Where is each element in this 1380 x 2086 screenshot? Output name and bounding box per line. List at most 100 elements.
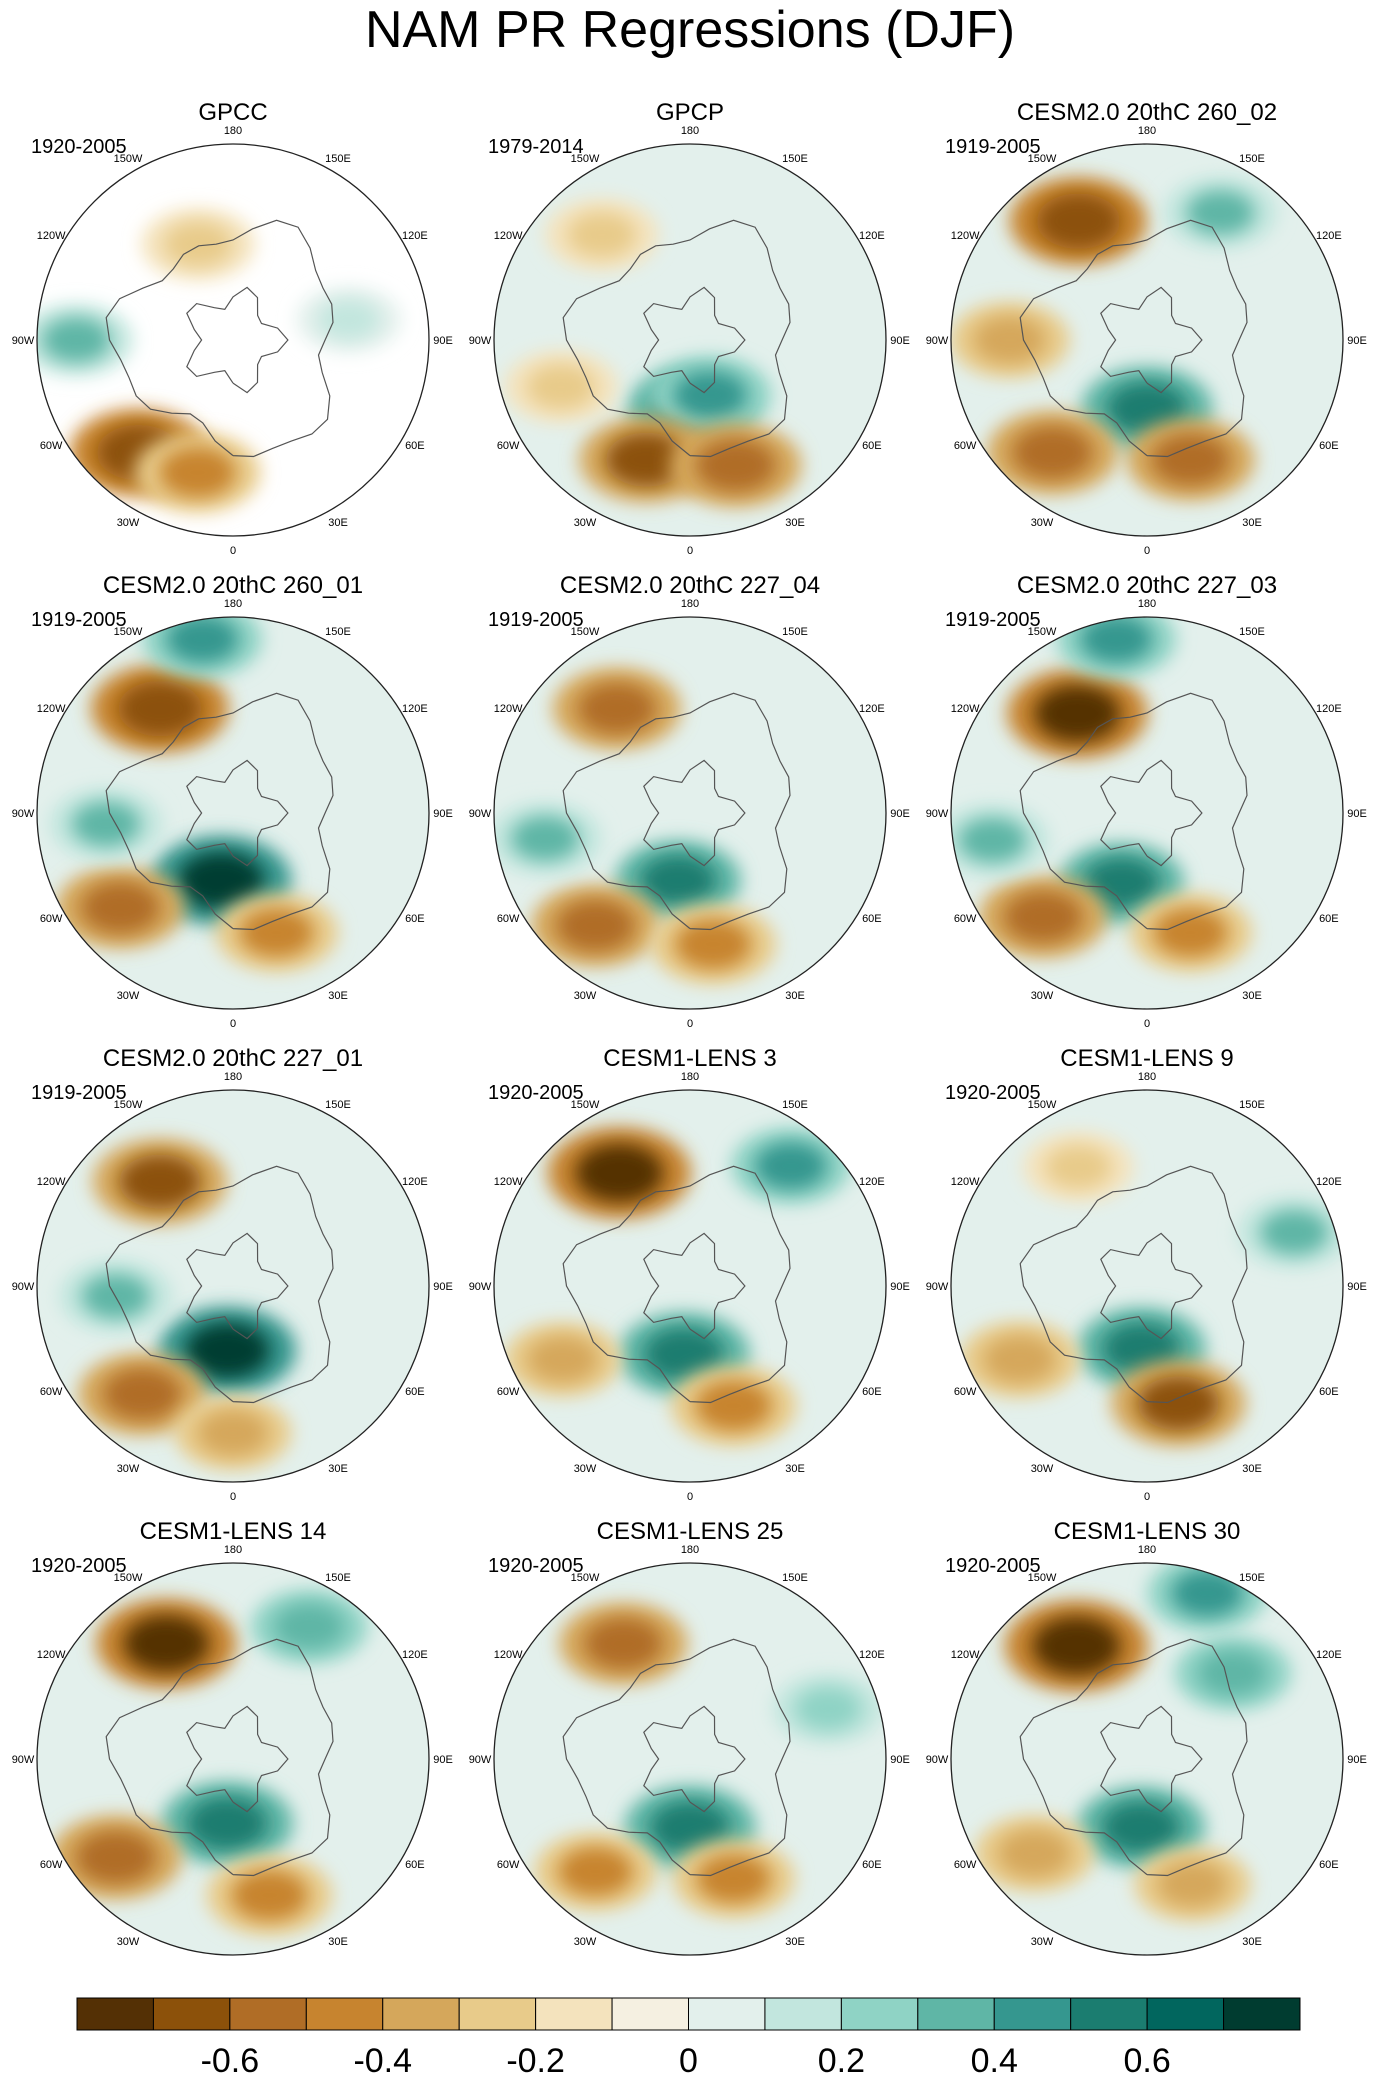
longitude-label: 0	[230, 1018, 236, 1030]
anomaly-blob-core	[695, 438, 776, 492]
longitude-label: 180	[681, 1544, 699, 1556]
anomaly-blob-core	[1032, 1616, 1121, 1676]
longitude-label: 180	[681, 598, 699, 610]
longitude-label: 90E	[890, 1281, 910, 1293]
longitude-label: 60E	[1319, 913, 1339, 925]
longitude-label: 90W	[926, 1281, 949, 1293]
coastline-path	[105, 692, 334, 931]
longitude-label: 150E	[782, 1572, 808, 1584]
longitude-label: 60W	[40, 913, 63, 925]
longitude-label: 150W	[1028, 153, 1057, 165]
anomaly-blob-core	[118, 1154, 201, 1209]
map-border	[950, 143, 1344, 537]
colorbar-tick-label: 0	[679, 2042, 698, 2080]
longitude-label: 120E	[859, 703, 885, 715]
longitude-label: 0	[687, 1018, 693, 1030]
longitude-label: 60E	[405, 1386, 425, 1398]
arctic-islands-path	[186, 1705, 289, 1813]
anomaly-blob-core	[577, 682, 656, 735]
anomaly-blob-core	[164, 222, 233, 267]
anomaly-blob-core	[1045, 1145, 1112, 1189]
arctic-islands-path	[643, 759, 746, 867]
map-border	[950, 1089, 1344, 1483]
anomaly-blob-core	[644, 1327, 725, 1381]
longitude-label: 30W	[117, 517, 140, 529]
map-panel: GPCC 1920-2005 180 150E 120E 90E 60E 30E 0 30W 60W…	[12, 99, 453, 557]
anomaly-blob-core	[231, 1870, 308, 1921]
longitude-label: 30E	[1242, 990, 1262, 1002]
map-border	[493, 616, 887, 1010]
longitude-label: 0	[230, 545, 236, 557]
figure-title: NAM PR Regressions (DJF)	[364, 1, 1016, 59]
contour-field	[494, 667, 777, 985]
colorbar-swatch	[382, 1997, 460, 2031]
longitude-label: 30E	[328, 990, 348, 1002]
longitude-label: 120E	[402, 230, 428, 242]
anomaly-blob-core	[117, 680, 202, 737]
arctic-islands-path	[186, 1232, 289, 1340]
longitude-label: 120W	[37, 703, 66, 715]
longitude-label: 60E	[1319, 1386, 1339, 1398]
arctic-islands-path	[1100, 1232, 1203, 1340]
coastline-path	[562, 692, 791, 931]
colorbar-swatch	[611, 1997, 689, 2031]
longitude-label: 90E	[433, 1281, 453, 1293]
longitude-label: 150W	[1028, 1099, 1057, 1111]
colorbar-swatch	[917, 1997, 995, 2031]
colorbar-swatch	[1146, 1997, 1225, 2031]
contour-field	[504, 198, 802, 508]
longitude-label: 90E	[433, 808, 453, 820]
longitude-label: 30E	[328, 1463, 348, 1475]
longitude-label: 90W	[469, 1754, 492, 1766]
coastlines	[1019, 1165, 1248, 1404]
anomaly-blob-core	[1036, 193, 1121, 249]
arctic-islands-path	[1100, 1705, 1203, 1813]
longitude-label: 150E	[1239, 1572, 1265, 1584]
contour-field	[959, 1132, 1343, 1447]
map-border	[493, 1562, 887, 1956]
panel-period: 1920-2005	[945, 1555, 1041, 1577]
coastlines	[105, 1638, 334, 1877]
longitude-label: 0	[230, 1491, 236, 1503]
longitude-label: 120E	[402, 703, 428, 715]
map-panel: CESM2.0 20thC 260_01 1919-2005 180 150E 120E…	[12, 572, 453, 1030]
longitude-label: 180	[224, 598, 242, 610]
colorbar-swatch	[840, 1997, 919, 2031]
longitude-label: 60E	[862, 913, 882, 925]
longitude-label: 60W	[954, 913, 977, 925]
coastlines	[562, 1165, 791, 1404]
panel-period: 1919-2005	[31, 609, 127, 631]
anomaly-blob-core	[1153, 908, 1228, 958]
longitude-label: 120E	[859, 1649, 885, 1661]
longitude-label: 30W	[574, 990, 597, 1002]
coastline-path	[1019, 692, 1248, 931]
longitude-label: 30E	[328, 517, 348, 529]
longitude-label: 90E	[433, 335, 453, 347]
longitude-label: 60W	[497, 1386, 520, 1398]
coastline-path	[1019, 1638, 1248, 1877]
panel-title: GPCC	[198, 99, 267, 126]
longitude-label: 60E	[405, 913, 425, 925]
anomaly-blob-core	[1004, 891, 1083, 943]
anomaly-blob-core	[527, 1336, 598, 1383]
longitude-label: 90W	[12, 335, 35, 347]
longitude-label: 90W	[12, 1754, 35, 1766]
anomaly-blob-core	[1157, 1861, 1228, 1908]
longitude-label: 150E	[1239, 153, 1265, 165]
coastline-path	[562, 1638, 791, 1877]
anomaly-blob-core	[983, 1335, 1056, 1384]
anomaly-blob-core	[159, 447, 236, 498]
coastline-path	[105, 1165, 334, 1404]
coastlines	[562, 219, 791, 458]
longitude-label: 60W	[954, 1859, 977, 1871]
contour-field	[49, 617, 339, 972]
longitude-label: 120E	[402, 1649, 428, 1661]
anomaly-blob-core	[317, 299, 380, 340]
longitude-label: 30W	[117, 1936, 140, 1948]
longitude-label: 180	[1138, 125, 1156, 137]
contour-field	[951, 617, 1253, 972]
anomaly-blob-core	[567, 212, 636, 258]
longitude-label: 150E	[325, 626, 351, 638]
coastline-path	[562, 1165, 791, 1404]
contour-field	[37, 208, 402, 513]
